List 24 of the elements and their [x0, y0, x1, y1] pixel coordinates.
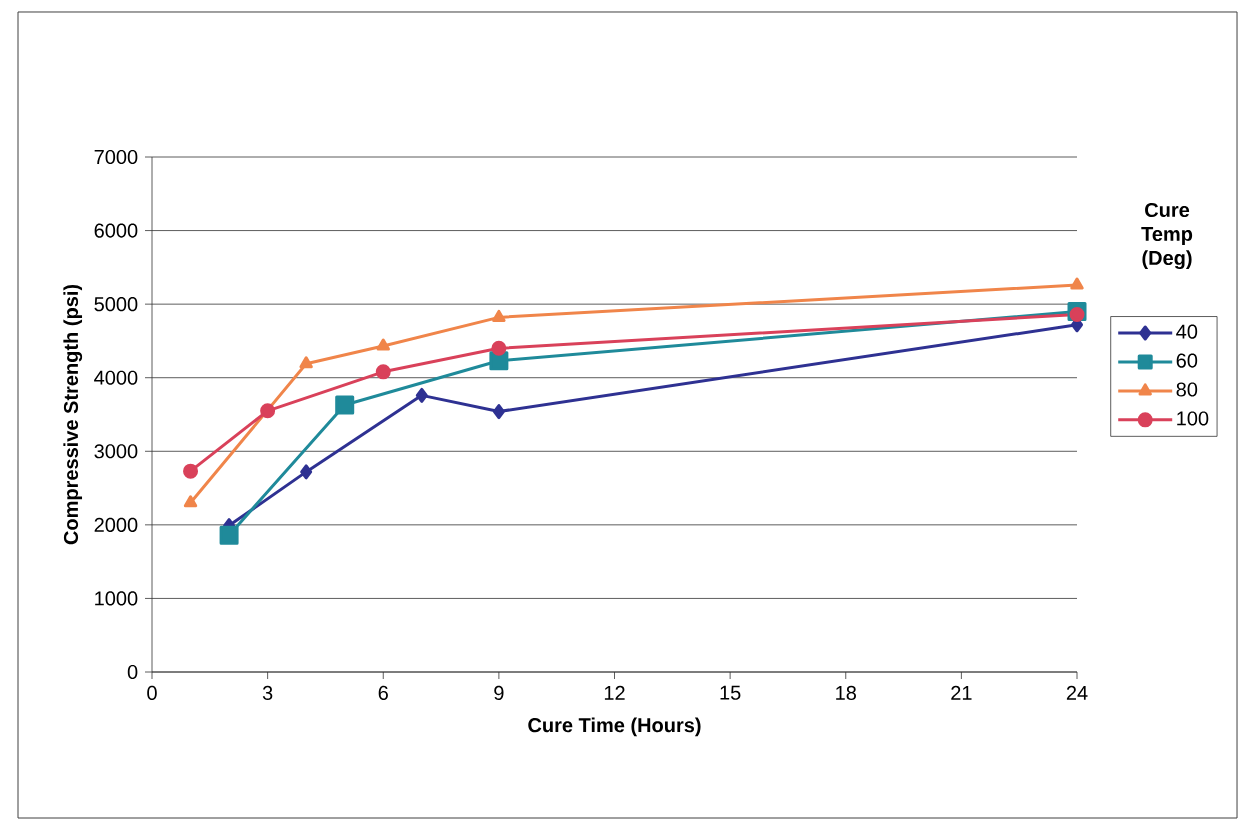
y-tick-label: 4000	[94, 370, 138, 385]
x-axis-title: Cure Time (Hours)	[528, 717, 701, 737]
x-tick-label: 15	[720, 685, 741, 700]
x-tick-label: 18	[836, 685, 856, 701]
x-tick-label: 12	[604, 685, 625, 700]
x-tick-label: 3	[262, 685, 273, 701]
legend-label: 80	[1176, 382, 1198, 397]
y-tick-label: 3000	[94, 444, 138, 459]
y-tick-label: 1000	[95, 591, 138, 606]
y-axis-title: Compressive Strength (psi)	[63, 284, 83, 545]
y-tick-label: 0	[127, 664, 138, 680]
y-tick-label: 7000	[94, 149, 138, 165]
y-tick-label: 5000	[94, 297, 138, 312]
y-tick-label: 6000	[94, 223, 138, 238]
x-tick-label: 24	[1066, 685, 1088, 700]
y-tick-label: 2000	[94, 517, 138, 532]
legend-title: Cure Temp (Deg)	[1141, 202, 1193, 270]
legend-label: 100	[1177, 411, 1209, 426]
x-tick-label: 6	[378, 685, 388, 701]
legend-label: 40	[1176, 324, 1198, 339]
x-tick-label: 9	[494, 685, 504, 701]
x-tick-label: 21	[951, 685, 972, 700]
x-tick-label: 0	[147, 685, 157, 701]
legend-label: 60	[1176, 353, 1198, 368]
